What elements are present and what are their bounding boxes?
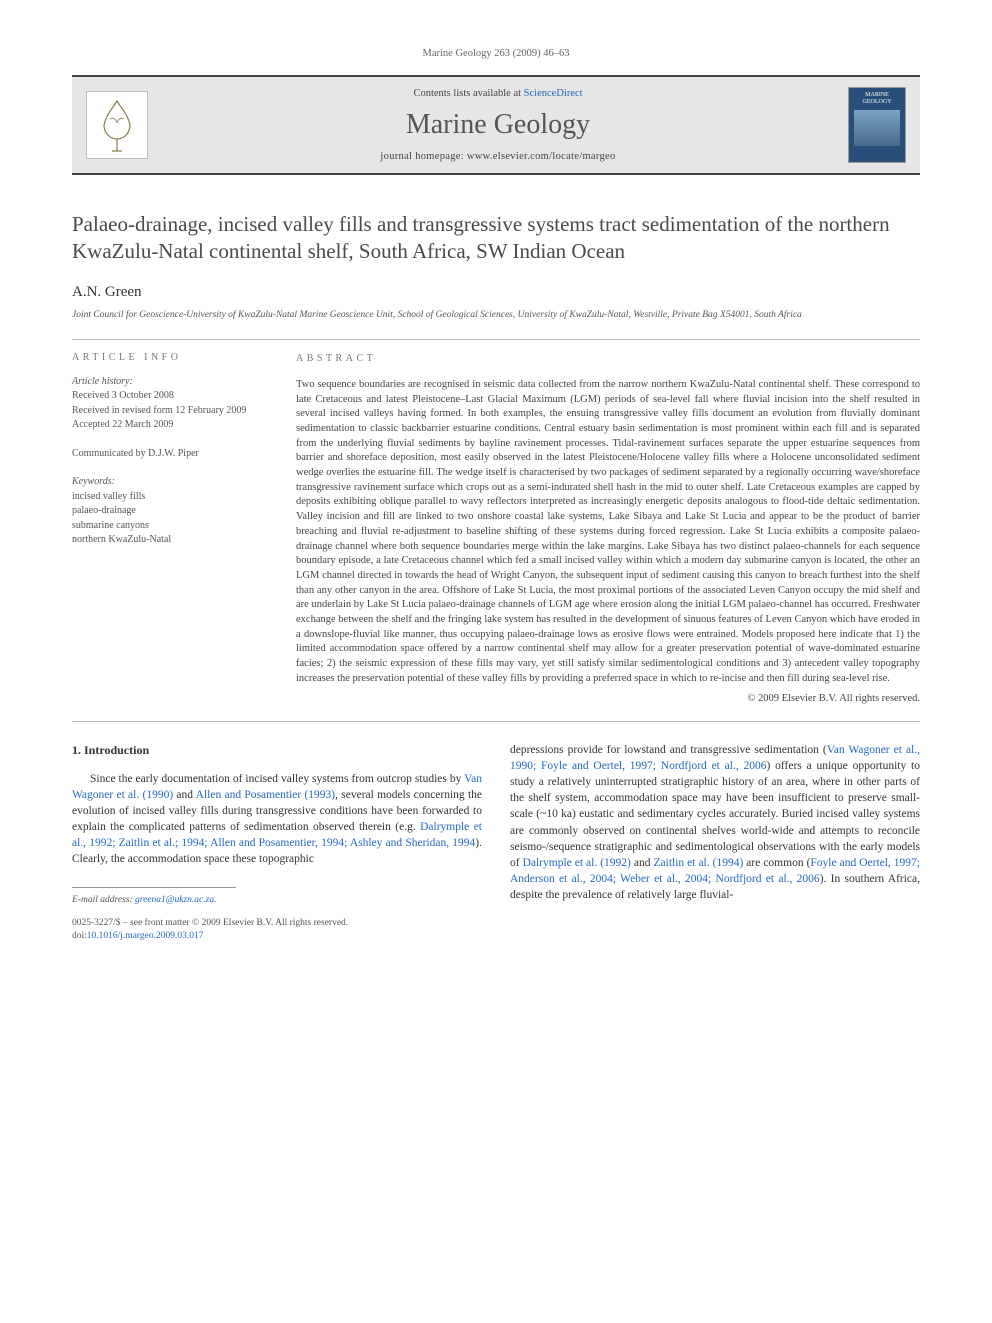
homepage-url: www.elsevier.com/locate/margeo <box>467 151 616 162</box>
article-title: Palaeo-drainage, incised valley fills an… <box>72 211 920 266</box>
text-run: ) offers a unique opportunity to study a… <box>510 760 920 869</box>
revised-date: Received in revised form 12 February 200… <box>72 404 268 419</box>
text-run: and <box>173 789 196 801</box>
email-line: E-mail address: greena1@ukzn.ac.za. <box>72 894 482 907</box>
journal-cover: MARINE GEOLOGY <box>848 87 906 163</box>
doi-line: doi:10.1016/j.margeo.2009.03.017 <box>72 930 482 943</box>
article-info: ARTICLE INFO Article history: Received 3… <box>72 352 268 707</box>
footnote-separator <box>72 887 236 888</box>
contents-line: Contents lists available at ScienceDirec… <box>162 88 834 99</box>
abstract-heading: ABSTRACT <box>296 352 920 366</box>
email-link[interactable]: greena1@ukzn.ac.za <box>135 895 214 905</box>
doi-prefix: doi: <box>72 931 87 941</box>
divider-bottom <box>72 721 920 722</box>
keyword: northern KwaZulu-Natal <box>72 533 268 548</box>
homepage-line: journal homepage: www.elsevier.com/locat… <box>162 151 834 162</box>
affiliation: Joint Council for Geoscience-University … <box>72 309 920 321</box>
text-run: depressions provide for lowstand and tra… <box>510 744 827 756</box>
journal-name: Marine Geology <box>162 109 834 141</box>
sciencedirect-link[interactable]: ScienceDirect <box>524 88 583 99</box>
citation-line: Marine Geology 263 (2009) 46–63 <box>72 48 920 59</box>
elsevier-logo <box>86 91 148 159</box>
intro-paragraph: Since the early documentation of incised… <box>72 771 482 868</box>
info-abstract-row: ARTICLE INFO Article history: Received 3… <box>72 352 920 707</box>
cover-label-2: GEOLOGY <box>863 99 892 106</box>
banner-left <box>86 91 148 159</box>
abstract: ABSTRACT Two sequence boundaries are rec… <box>296 352 920 707</box>
keywords-block: Keywords: incised valley fills palaeo-dr… <box>72 475 268 548</box>
history-label: Article history: <box>72 375 268 390</box>
ref-link[interactable]: Zaitlin et al. (1994) <box>654 857 744 869</box>
column-right: depressions provide for lowstand and tra… <box>510 742 920 943</box>
info-heading: ARTICLE INFO <box>72 352 268 363</box>
issn-line: 0025-3227/$ – see front matter © 2009 El… <box>72 917 482 930</box>
text-run: Since the early documentation of incised… <box>90 773 464 785</box>
doi-link[interactable]: 10.1016/j.margeo.2009.03.017 <box>87 931 204 941</box>
banner-center: Contents lists available at ScienceDirec… <box>162 88 834 162</box>
text-run: . <box>214 895 216 905</box>
keyword: submarine canyons <box>72 519 268 534</box>
accepted-date: Accepted 22 March 2009 <box>72 418 268 433</box>
abstract-copyright: © 2009 Elsevier B.V. All rights reserved… <box>296 692 920 707</box>
body-columns: 1. Introduction Since the early document… <box>72 742 920 943</box>
communicated-by: Communicated by D.J.W. Piper <box>72 447 268 462</box>
received-date: Received 3 October 2008 <box>72 389 268 404</box>
communicated-block: Communicated by D.J.W. Piper <box>72 447 268 462</box>
cover-image <box>854 110 900 146</box>
abstract-body: Two sequence boundaries are recognised i… <box>296 378 920 686</box>
intro-paragraph-cont: depressions provide for lowstand and tra… <box>510 742 920 903</box>
keyword: incised valley fills <box>72 490 268 505</box>
keyword: palaeo-drainage <box>72 504 268 519</box>
contents-prefix: Contents lists available at <box>413 88 523 99</box>
author-name: A.N. Green <box>72 284 920 301</box>
history-block: Article history: Received 3 October 2008… <box>72 375 268 433</box>
keywords-label: Keywords: <box>72 475 268 490</box>
intro-heading: 1. Introduction <box>72 742 482 759</box>
ref-link[interactable]: Allen and Posamentier (1993) <box>196 789 335 801</box>
email-label: E-mail address: <box>72 895 135 905</box>
tree-icon <box>94 97 140 153</box>
text-run: and <box>631 857 654 869</box>
divider-top <box>72 339 920 340</box>
ref-link[interactable]: Dalrymple et al. (1992) <box>523 857 631 869</box>
column-left: 1. Introduction Since the early document… <box>72 742 482 943</box>
cover-label-1: MARINE <box>865 92 889 99</box>
text-run: are common ( <box>743 857 810 869</box>
homepage-prefix: journal homepage: <box>380 151 466 162</box>
footnote: E-mail address: greena1@ukzn.ac.za. 0025… <box>72 894 482 942</box>
journal-banner: Contents lists available at ScienceDirec… <box>72 75 920 175</box>
